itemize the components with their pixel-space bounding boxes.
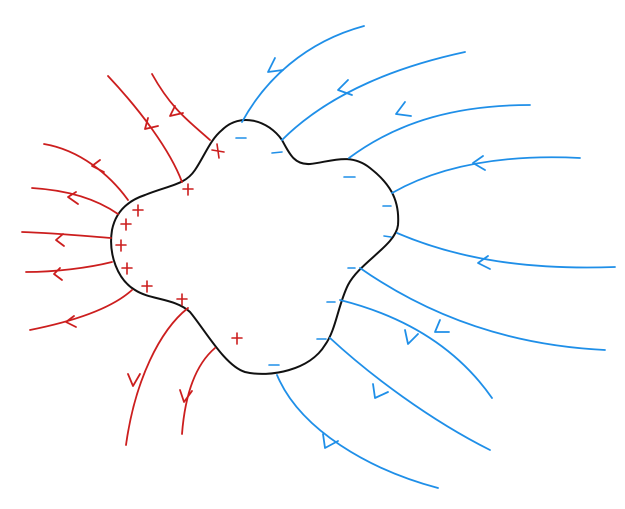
red-field-line — [21, 231, 112, 239]
red-field-line — [107, 75, 183, 183]
arrowhead — [67, 191, 79, 205]
arrowhead — [477, 255, 491, 270]
minus-sign — [383, 235, 392, 238]
blue-field-line — [359, 267, 606, 351]
plus-sign — [182, 183, 194, 196]
plus-sign — [132, 204, 144, 217]
arrowhead — [337, 79, 353, 96]
arrowhead — [127, 373, 141, 387]
arrowhead — [395, 101, 412, 117]
red-field-line — [31, 187, 119, 215]
red-field-line — [29, 289, 133, 331]
red-field-line — [125, 307, 189, 446]
blue-field-line — [348, 104, 531, 159]
blue-field-line — [339, 299, 493, 399]
arrowhead — [179, 389, 193, 403]
negative-charges — [235, 137, 392, 366]
negative-field-lines — [241, 25, 616, 489]
arrowhead — [404, 329, 419, 345]
red-field-line — [181, 347, 216, 435]
arrowhead — [53, 267, 63, 281]
plus-sign — [141, 280, 153, 293]
blue-field-line — [391, 156, 581, 194]
arrowhead — [434, 319, 450, 333]
negative-arrowheads — [267, 57, 491, 449]
plus-sign — [115, 239, 127, 252]
arrowhead — [169, 105, 184, 117]
blue-field-line — [281, 51, 466, 141]
minus-sign — [271, 151, 283, 154]
blue-field-line — [276, 374, 439, 489]
arrowhead — [372, 383, 389, 399]
positive-charges — [115, 143, 243, 345]
plus-sign — [231, 332, 243, 345]
plus-sign — [211, 143, 225, 159]
arrowhead — [65, 315, 77, 328]
conductor-outline — [110, 119, 400, 375]
plus-sign — [176, 293, 188, 306]
plus-sign — [121, 262, 133, 275]
arrowhead — [472, 155, 486, 171]
red-field-line — [25, 261, 113, 273]
arrowhead — [91, 159, 105, 173]
arrowhead — [55, 233, 65, 247]
red-field-line — [151, 73, 211, 141]
arrowhead — [322, 433, 339, 449]
arrowhead — [144, 117, 159, 130]
positive-arrowheads — [53, 105, 193, 403]
arrowhead — [267, 57, 284, 73]
positive-field-lines — [21, 73, 216, 446]
blue-field-line — [396, 232, 616, 269]
blue-field-line — [241, 25, 365, 123]
plus-sign — [120, 218, 132, 231]
blue-field-line — [329, 337, 491, 451]
